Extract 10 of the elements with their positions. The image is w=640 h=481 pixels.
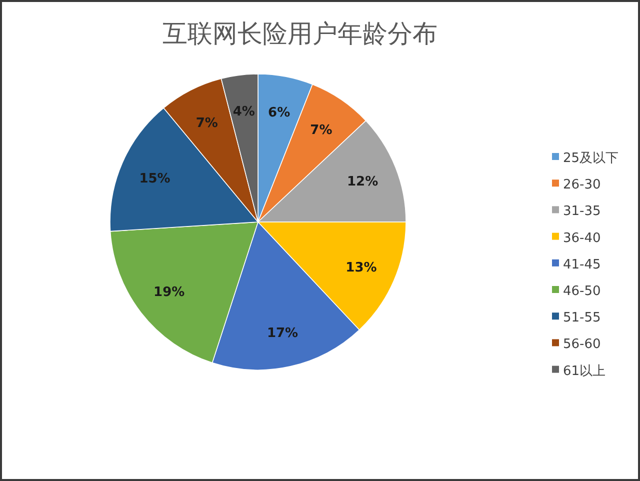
title: 互联网长险用户年龄分布 bbox=[162, 19, 438, 48]
legend-label: 41-45 bbox=[563, 257, 601, 272]
legend-label: 56-60 bbox=[563, 337, 601, 352]
legend-label: 26-30 bbox=[563, 178, 601, 193]
legend-label: 25及以下 bbox=[563, 151, 619, 166]
legend-label: 61以上 bbox=[563, 364, 606, 379]
legend-label: 36-40 bbox=[563, 230, 601, 246]
legend-label: 51-55 bbox=[563, 310, 601, 326]
legend-label: 31-35 bbox=[563, 204, 601, 220]
legend-label: 46-50 bbox=[563, 284, 601, 299]
